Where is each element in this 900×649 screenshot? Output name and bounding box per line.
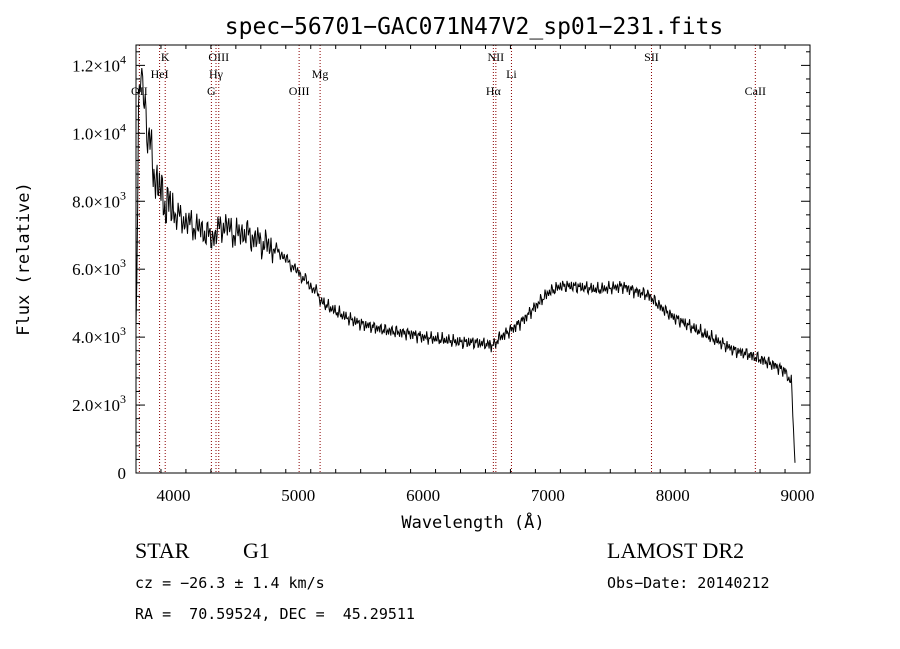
x-axis-label: Wavelength (Å) (401, 511, 544, 533)
redshift-cz: cz = −26.3 ± 1.4 km/s (135, 574, 325, 592)
survey-name: LAMOST DR2 (607, 538, 745, 563)
spectrum-line (135, 68, 796, 463)
observation-date: Obs−Date: 20140212 (607, 574, 770, 592)
line-label-7: Mg (312, 67, 329, 81)
y-tick-label-2: 4.0×103 (72, 324, 126, 347)
line-label-10: Li (506, 67, 517, 81)
x-tick-label-2: 6000 (406, 486, 440, 505)
y-tick-label-0: 0 (118, 464, 127, 483)
y-axis: 0 2.0×103 4.0×103 6.0×103 8.0×103 1.0×104 1.2×… (72, 51, 810, 483)
coordinates: RA = 70.59524, DEC = 45.29511 (135, 605, 415, 623)
line-label-11: SII (644, 50, 659, 64)
y-tick-label-6: 1.2×104 (72, 52, 126, 75)
y-tick-label-1: 2.0×103 (72, 392, 126, 415)
x-tick-label-5: 9000 (781, 486, 815, 505)
y-tick-label-4: 8.0×103 (72, 188, 126, 211)
line-label-4: Hγ (209, 67, 224, 81)
line-label-12: CaII (745, 84, 766, 98)
line-label-9: Hα (486, 84, 502, 98)
line-label-3: OIII (208, 50, 229, 64)
x-tick-label-0: 4000 (156, 486, 190, 505)
line-label-2: HeI (151, 67, 169, 81)
x-axis: 4000 5000 6000 7000 8000 9000 (135, 45, 815, 505)
line-label-5: G (207, 84, 216, 98)
chart-title: spec−56701−GAC071N47V2_sp01−231.fits (225, 14, 724, 40)
line-label-8: NII (488, 50, 505, 64)
x-tick-label-4: 8000 (656, 486, 690, 505)
y-tick-label-3: 6.0×103 (72, 256, 126, 279)
line-label-6: OIII (289, 84, 310, 98)
plot-frame (135, 44, 811, 474)
y-axis-label: Flux (relative) (14, 182, 34, 336)
x-tick-label-1: 5000 (281, 486, 315, 505)
object-subclass: G1 (243, 538, 270, 563)
y-tick-label-5: 1.0×104 (72, 120, 126, 143)
line-label-1: K (161, 50, 170, 64)
x-tick-label-3: 7000 (531, 486, 565, 505)
object-class: STAR (135, 538, 190, 563)
